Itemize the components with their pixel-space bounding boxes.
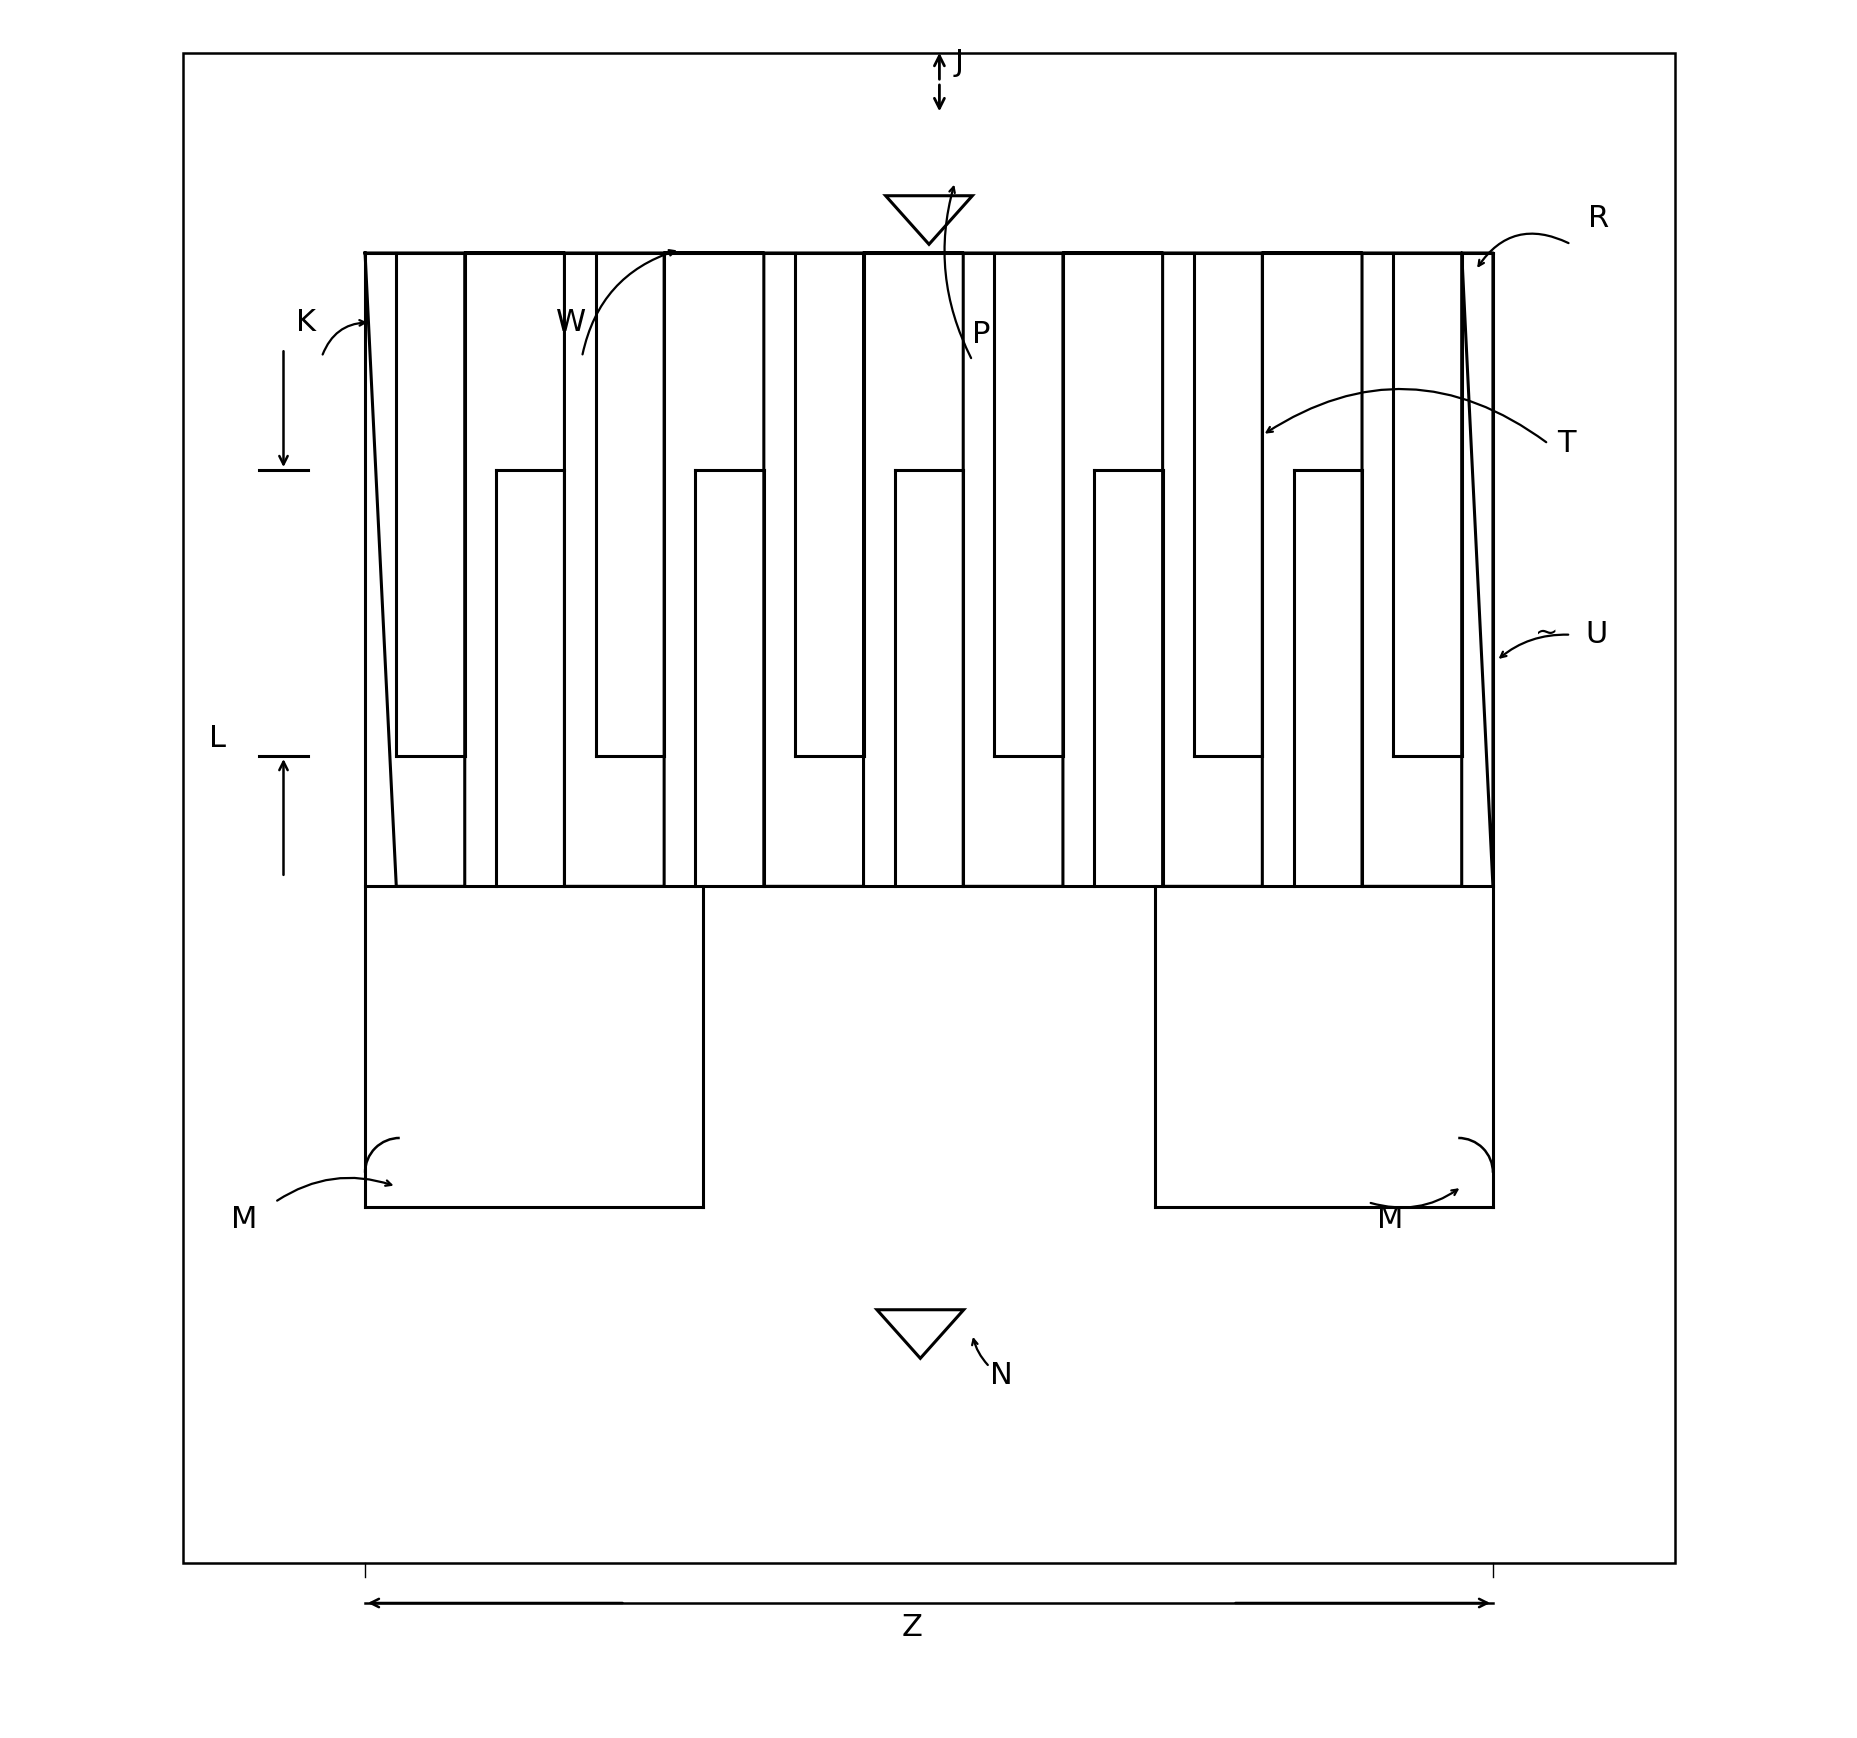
Text: N: N <box>990 1361 1012 1390</box>
Text: K: K <box>295 308 316 337</box>
Text: P: P <box>971 320 990 349</box>
Text: W: W <box>555 308 585 337</box>
Text: Z: Z <box>901 1613 921 1642</box>
Text: T: T <box>1556 429 1575 459</box>
Text: M: M <box>1376 1204 1402 1234</box>
Bar <box>182 54 1675 1562</box>
Text: M: M <box>232 1204 258 1234</box>
Text: J: J <box>954 47 964 76</box>
Text: L: L <box>210 725 227 753</box>
Text: R: R <box>1588 203 1608 233</box>
Text: ~: ~ <box>1534 619 1558 647</box>
Text: U: U <box>1584 620 1606 650</box>
